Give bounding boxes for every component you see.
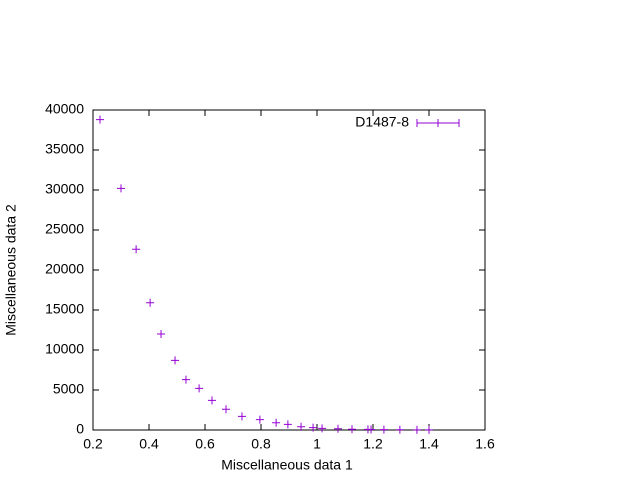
- y-tick-label: 35000: [45, 141, 84, 157]
- data-point: [412, 425, 421, 434]
- y-tick-label: 15000: [45, 301, 84, 317]
- data-point: [272, 418, 281, 427]
- data-point: [367, 425, 376, 434]
- x-tick-label: 0.8: [251, 436, 271, 452]
- y-tick-label: 25000: [45, 221, 84, 237]
- y-axis-label: Miscellaneous data 2: [3, 204, 19, 336]
- data-point: [171, 356, 180, 365]
- data-point: [334, 424, 342, 433]
- data-point: [379, 425, 388, 434]
- data-point: [318, 424, 327, 433]
- data-point: [395, 425, 404, 434]
- data-point: [297, 422, 306, 431]
- data-point: [255, 415, 264, 424]
- data-point: [348, 425, 356, 434]
- x-tick-label: 1.2: [363, 436, 383, 452]
- data-point: [146, 298, 155, 307]
- y-tick-label: 30000: [45, 181, 84, 197]
- x-tick-label: 0.2: [83, 436, 103, 452]
- x-tick-label: 0.4: [139, 436, 159, 452]
- data-point: [222, 405, 230, 414]
- y-tick-label: 10000: [45, 341, 84, 357]
- y-tick-label: 5000: [53, 381, 84, 397]
- data-point: [157, 330, 166, 338]
- data-point: [96, 115, 104, 124]
- y-tick-label: 0: [76, 421, 84, 437]
- data-point: [195, 384, 204, 393]
- data-point: [132, 245, 141, 254]
- data-point: [309, 423, 318, 432]
- legend-marker: [416, 119, 460, 127]
- x-tick-label: 1.4: [419, 436, 439, 452]
- x-tick-label: 1.6: [475, 436, 495, 452]
- x-tick-label: 0.6: [195, 436, 215, 452]
- data-point: [237, 412, 246, 421]
- data-point: [181, 375, 190, 384]
- data-point: [117, 184, 125, 193]
- x-axis-label: Miscellaneous data 1: [221, 457, 353, 473]
- y-tick-label: 20000: [45, 261, 84, 277]
- x-tick-label: 1: [313, 436, 321, 452]
- y-tick-label: 40000: [45, 101, 84, 117]
- data-point: [283, 420, 292, 429]
- data-point: [208, 396, 216, 405]
- data-point: [425, 425, 433, 434]
- legend-label: D1487-8: [355, 114, 409, 130]
